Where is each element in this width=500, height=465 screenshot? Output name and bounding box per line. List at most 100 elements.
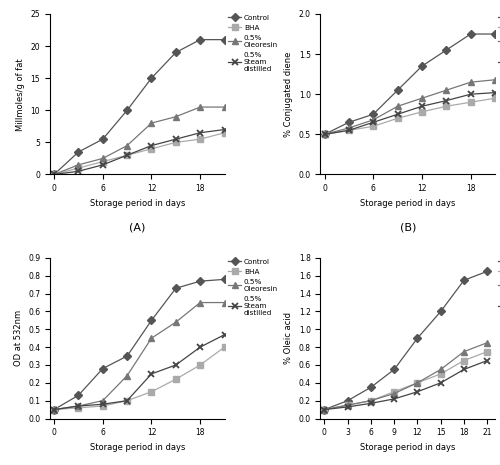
Control [148,318,154,323]
BHA [197,362,203,368]
BHA [444,104,450,109]
0.5%
Steam
distilled [346,127,352,133]
Control [100,136,106,142]
0.5%
Oleoresin [391,391,397,396]
BHA [100,159,106,165]
Legend: Control, BHA, 0.5%
Oleoresin, 0.5%
Steam
distilled: Control, BHA, 0.5% Oleoresin, 0.5% Steam… [498,14,500,72]
0.5%
Oleoresin [344,402,350,408]
BHA [222,345,228,350]
Control [438,309,444,314]
0.5%
Steam
distilled [222,127,228,133]
Line: Control: Control [322,269,490,412]
0.5%
Oleoresin [484,340,490,345]
0.5%
Steam
distilled [370,120,376,125]
Control [391,367,397,372]
0.5%
Steam
distilled [468,92,473,97]
Control [492,31,498,37]
Text: (A): (A) [129,223,146,232]
0.5%
Oleoresin [51,172,57,177]
Control [461,278,467,283]
0.5%
Steam
distilled [173,136,179,142]
Line: Control: Control [52,37,228,177]
Control [419,63,425,69]
BHA [148,389,154,394]
0.5%
Oleoresin [76,403,82,409]
Control [468,31,473,37]
0.5%
Steam
distilled [76,403,82,409]
0.5%
Steam
Distilled [391,396,397,402]
Control [100,366,106,372]
0.5%
Oleoresin [148,120,154,126]
0.5%
Steam
distilled [419,104,425,109]
0.5%
Oleoresin [461,349,467,354]
BHA [173,140,179,145]
BHA [51,172,57,177]
Line: 0.5%
Steam
Distilled: 0.5% Steam Distilled [321,357,490,413]
BHA [322,132,328,137]
BHA [124,398,130,404]
0.5%
Oleoresin [322,132,328,137]
Control [76,392,82,398]
Line: Control: Control [52,277,228,412]
BHA [124,153,130,158]
0.5%
Oleoresin [438,367,444,372]
BHA [76,165,82,171]
0.5%
Oleoresin [124,143,130,148]
0.5%
Steam
distilled [51,407,57,412]
0.5%
Steam
Distilled [322,407,328,412]
0.5%
Steam
distilled [394,112,400,117]
Line: BHA: BHA [52,130,228,177]
Line: 0.5%
Steam
distilled: 0.5% Steam distilled [50,126,228,178]
BHA [100,403,106,409]
BHA [76,405,82,411]
Legend: Control, BHA, 0.5%
Oleoresin, 0.5%
Steam
distilled: Control, BHA, 0.5% Oleoresin, 0.5% Steam… [228,14,278,72]
0.5%
Steam
distilled [124,153,130,158]
X-axis label: Storage period in days: Storage period in days [90,443,185,452]
0.5%
Steam
distilled [197,130,203,135]
Control [173,286,179,291]
0.5%
Oleoresin [173,114,179,120]
BHA [222,130,228,135]
0.5%
Steam
Distilled [484,358,490,363]
0.5%
Oleoresin [444,87,450,93]
Control [344,398,350,404]
Line: 0.5%
Oleoresin: 0.5% Oleoresin [52,104,228,177]
0.5%
Steam
distilled [76,168,82,174]
0.5%
Steam
distilled [100,162,106,168]
BHA [468,100,473,105]
Control [222,37,228,42]
Control [322,407,328,412]
0.5%
Oleoresin [346,125,352,131]
0.5%
Steam
distilled [444,98,450,103]
0.5%
Steam
distilled [148,371,154,377]
0.5%
Steam
distilled [322,132,328,137]
Control [197,37,203,42]
BHA [173,377,179,382]
Control [124,353,130,359]
BHA [51,407,57,412]
BHA [391,389,397,394]
BHA [438,371,444,377]
0.5%
Steam
distilled [148,143,154,148]
BHA [368,398,374,404]
X-axis label: Storage period in days: Storage period in days [90,199,185,208]
BHA [344,402,350,408]
X-axis label: Storage period in days: Storage period in days [360,199,456,208]
Control [51,172,57,177]
BHA [148,146,154,152]
Line: 0.5%
Oleoresin: 0.5% Oleoresin [322,77,498,137]
Control [368,385,374,390]
0.5%
Steam
distilled [197,345,203,350]
Control [124,107,130,113]
Legend: Control, BHA, 0.5%
Oleoresin, 0.5%
Steam
Distilled: Control, BHA, 0.5% Oleoresin, 0.5% Steam… [498,258,500,316]
Line: 0.5%
Steam
distilled: 0.5% Steam distilled [321,89,498,138]
0.5%
Steam
Distilled [368,400,374,406]
0.5%
Oleoresin [173,319,179,325]
Control [51,407,57,412]
Line: 0.5%
Oleoresin: 0.5% Oleoresin [322,340,490,412]
0.5%
Oleoresin [76,162,82,168]
0.5%
Oleoresin [197,104,203,110]
0.5%
Steam
Distilled [461,367,467,372]
0.5%
Oleoresin [148,335,154,341]
Line: BHA: BHA [52,345,228,412]
